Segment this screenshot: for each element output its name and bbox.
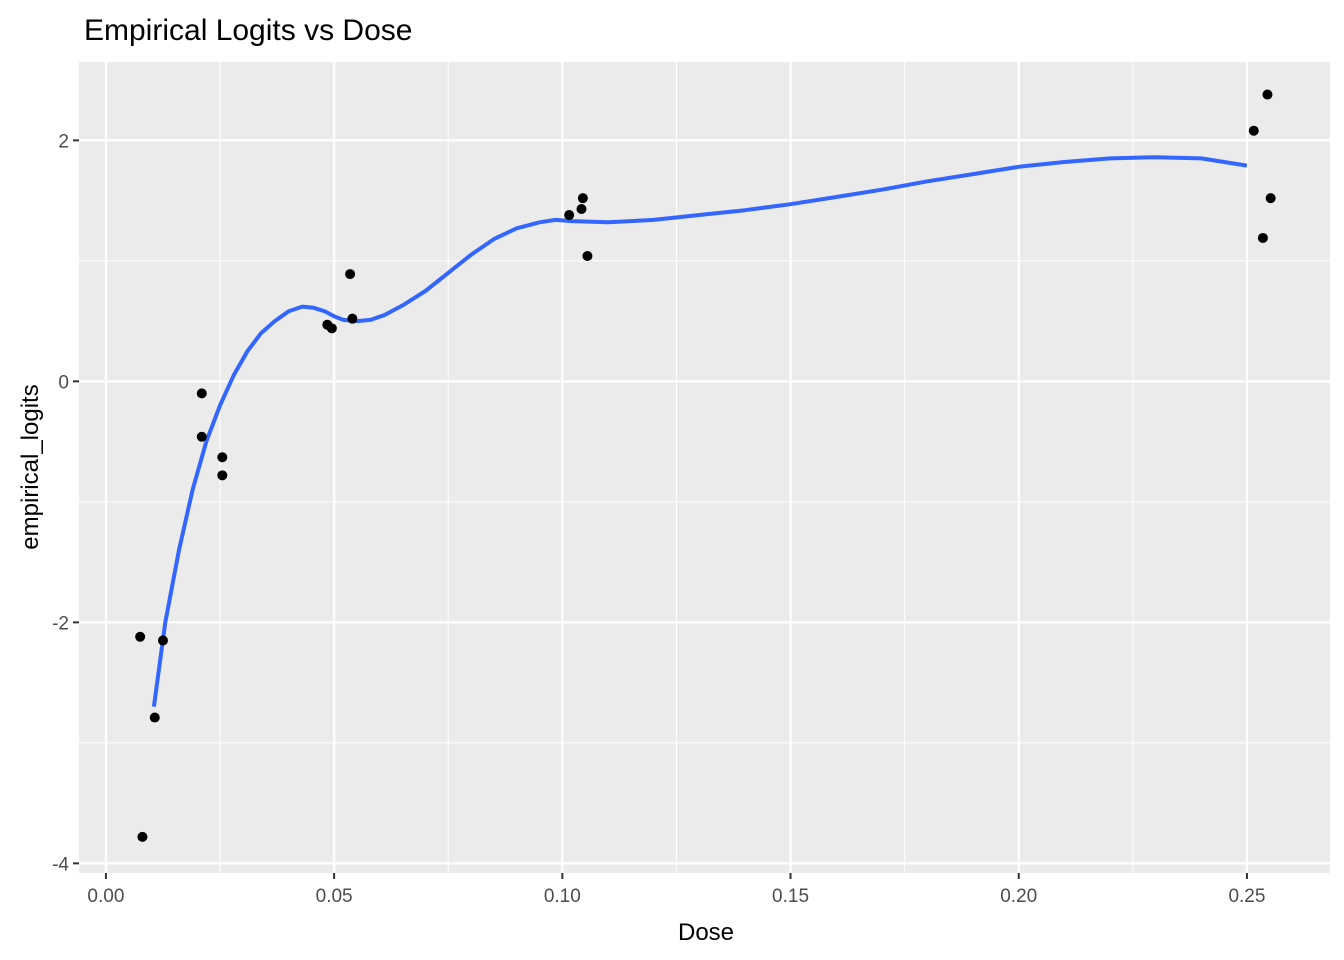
data-point: [217, 470, 228, 481]
data-point: [345, 269, 356, 280]
data-point: [217, 452, 228, 463]
data-point: [577, 193, 588, 204]
data-point: [564, 210, 575, 221]
smooth-curve: [151, 155, 1248, 707]
x-axis-ticks: 0.00 0.05 0.10 0.15 0.20 0.25: [87, 873, 1265, 907]
data-point: [1248, 125, 1259, 136]
data-point: [576, 204, 587, 215]
data-point: [196, 388, 207, 399]
data-point: [347, 313, 358, 324]
x-tick-label: 0.20: [1000, 886, 1037, 907]
y-axis-ticks: -4 -2 0 2: [52, 131, 79, 875]
y-axis-title: empirical_logits: [17, 384, 44, 549]
data-point: [135, 631, 146, 642]
data-point: [149, 712, 160, 723]
x-tick-label: 0.25: [1228, 886, 1265, 907]
smooth-curve-group: [151, 155, 1248, 707]
data-point: [1257, 232, 1268, 243]
plot-panel: [79, 62, 1330, 873]
scatter-points-group: [135, 89, 1276, 842]
chart-title: Empirical Logits vs Dose: [84, 14, 412, 47]
y-tick-label: -4: [52, 854, 69, 875]
data-point: [582, 251, 593, 262]
data-point: [137, 831, 148, 842]
data-point: [1262, 89, 1273, 100]
data-point: [196, 431, 207, 442]
x-tick-label: 0.05: [316, 886, 353, 907]
x-axis-title: Dose: [678, 919, 734, 946]
x-tick-label: 0.15: [772, 886, 809, 907]
major-gridlines: [79, 62, 1330, 873]
minor-gridlines: [79, 62, 1330, 873]
y-tick-label: 2: [58, 131, 69, 152]
data-point: [326, 323, 337, 334]
y-tick-label: 0: [58, 372, 69, 393]
x-tick-label: 0.00: [87, 886, 124, 907]
y-tick-label: -2: [52, 613, 69, 634]
data-point: [157, 635, 168, 646]
data-point: [1265, 193, 1276, 204]
x-tick-label: 0.10: [544, 886, 581, 907]
